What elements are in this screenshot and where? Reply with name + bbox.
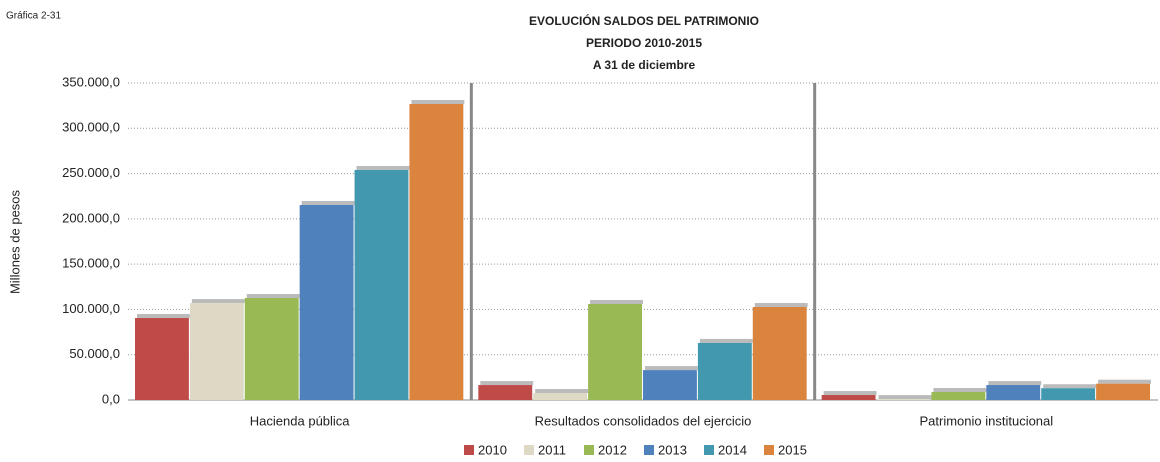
y-tick-label: 250.000,0 [62, 165, 120, 180]
bar [299, 204, 354, 400]
bar [244, 298, 299, 400]
bar [588, 303, 642, 400]
legend-label: 2011 [538, 442, 566, 457]
bar [821, 395, 876, 400]
bar [752, 306, 807, 400]
legend-swatch [764, 445, 774, 455]
bar-cap [356, 165, 410, 170]
y-tick-label: 100.000,0 [62, 301, 120, 316]
caption: Gráfica 2-31 [6, 11, 61, 22]
bar [189, 303, 244, 400]
bar [409, 104, 464, 400]
legend-swatch [644, 445, 654, 455]
bar-cap [823, 391, 877, 396]
chart-title: A 31 de diciembre [593, 58, 696, 72]
legend-label: 2013 [658, 442, 687, 457]
bar [876, 399, 931, 400]
chart-title: EVOLUCIÓN SALDOS DEL PATRIMONIO [529, 13, 759, 28]
x-tick-label: Hacienda pública [250, 413, 351, 428]
y-tick-label: 150.000,0 [62, 256, 120, 271]
bar-cap [246, 294, 300, 299]
legend-label: 2015 [778, 442, 807, 457]
bar [478, 385, 533, 400]
legend-swatch [464, 445, 474, 455]
bar [986, 385, 1041, 400]
y-tick-label: 200.000,0 [62, 210, 120, 225]
y-tick-label: 50.000,0 [69, 346, 120, 361]
bar-cap [878, 395, 932, 400]
bar-cap [301, 200, 355, 205]
bar-cap [699, 338, 753, 343]
chart-title: PERIODO 2010-2015 [586, 36, 702, 50]
bar-cap [988, 381, 1042, 386]
bar [1096, 383, 1150, 400]
legend-swatch [704, 445, 714, 455]
legend-label: 2012 [598, 442, 627, 457]
bar [135, 318, 189, 400]
bar-cap [480, 381, 534, 386]
bar-cap [535, 389, 589, 394]
bar-cap [411, 100, 465, 105]
bar [354, 169, 409, 400]
legend-swatch [584, 445, 594, 455]
x-tick-label: Patrimonio institucional [919, 413, 1053, 428]
legend-label: 2014 [718, 442, 747, 457]
bar-cap [590, 299, 643, 304]
legend-swatch [524, 445, 534, 455]
x-tick-label: Resultados consolidados del ejercicio [535, 413, 752, 428]
bar [931, 392, 986, 400]
y-tick-label: 0,0 [102, 391, 120, 406]
legend-label: 2010 [478, 442, 507, 457]
bar-cap [645, 366, 698, 371]
bar [643, 370, 697, 400]
bar [533, 393, 588, 400]
y-axis-label: Millones de pesos [7, 189, 22, 294]
bar-cap [191, 299, 245, 304]
bar-cap [1098, 379, 1151, 384]
y-tick-label: 350.000,0 [62, 74, 120, 89]
bar-cap [754, 302, 808, 307]
y-tick-label: 300.000,0 [62, 120, 120, 135]
bar [697, 342, 752, 400]
bar-cap [137, 314, 190, 319]
bar-cap [933, 388, 987, 393]
bar [1041, 388, 1096, 400]
bar-cap [1043, 384, 1097, 389]
